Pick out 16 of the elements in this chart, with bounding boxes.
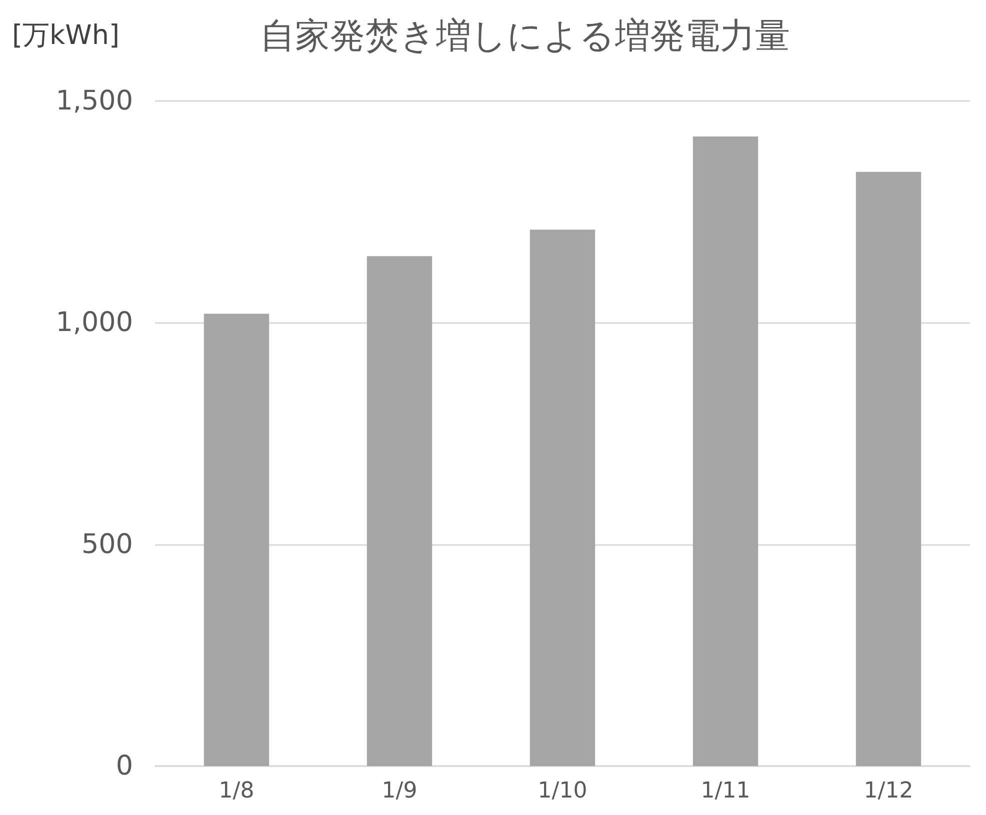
bar [692, 136, 758, 766]
y-axis-title: [万kWh] [12, 20, 120, 51]
chart-title: 自家発焚き増しによる増発電力量 [260, 16, 790, 56]
x-tick-label: 1/11 [700, 778, 750, 804]
y-tick-label: 1,000 [56, 307, 133, 338]
x-tick-label: 1/12 [864, 778, 914, 804]
x-tick-label: 1/9 [382, 778, 418, 804]
bar [204, 314, 270, 766]
bar [366, 256, 432, 766]
bar [856, 172, 922, 766]
y-tick-label: 500 [81, 528, 133, 560]
y-tick-label: 0 [116, 750, 133, 782]
y-tick-label: 1,500 [56, 86, 133, 116]
x-tick-label: 1/8 [218, 778, 254, 804]
bar [530, 230, 596, 766]
x-tick-label: 1/10 [538, 778, 588, 804]
